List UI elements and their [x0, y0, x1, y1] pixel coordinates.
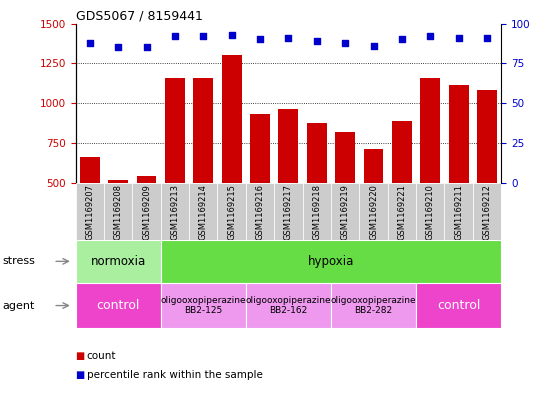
Text: oligooxopiperazine
BB2-162: oligooxopiperazine BB2-162	[246, 296, 331, 315]
Bar	[246, 283, 331, 328]
Bar	[363, 149, 384, 262]
Point	[284, 35, 293, 41]
Point	[114, 44, 123, 51]
Text: GSM1169208: GSM1169208	[114, 184, 123, 241]
Bar	[165, 78, 185, 262]
Bar	[331, 283, 416, 328]
Text: GSM1169213: GSM1169213	[170, 184, 179, 241]
Bar	[331, 183, 360, 240]
Point	[454, 35, 463, 41]
Text: GSM1169218: GSM1169218	[312, 184, 321, 241]
Text: GSM1169207: GSM1169207	[85, 184, 94, 241]
Point	[85, 40, 94, 46]
Bar	[473, 183, 501, 240]
Bar	[161, 283, 246, 328]
Bar	[449, 85, 469, 262]
Point	[170, 33, 179, 39]
Text: GSM1169215: GSM1169215	[227, 184, 236, 241]
Bar	[80, 157, 100, 262]
Point	[398, 37, 407, 43]
Bar	[392, 121, 412, 262]
Bar	[76, 283, 161, 328]
Text: count: count	[87, 351, 116, 361]
Text: control: control	[96, 299, 140, 312]
Text: GSM1169211: GSM1169211	[454, 184, 463, 241]
Bar	[388, 183, 416, 240]
Bar	[421, 78, 440, 262]
Text: GSM1169212: GSM1169212	[483, 184, 492, 241]
Point	[227, 31, 236, 38]
Bar	[445, 183, 473, 240]
Bar	[250, 114, 270, 262]
Bar	[307, 123, 326, 262]
Text: hypoxia: hypoxia	[308, 255, 354, 268]
Point	[369, 43, 378, 49]
Bar	[132, 183, 161, 240]
Bar	[76, 240, 161, 283]
Text: GSM1169221: GSM1169221	[398, 184, 407, 241]
Point	[199, 33, 208, 39]
Bar	[274, 183, 302, 240]
Text: oligooxopiperazine
BB2-125: oligooxopiperazine BB2-125	[161, 296, 246, 315]
Text: GSM1169216: GSM1169216	[255, 184, 264, 241]
Text: percentile rank within the sample: percentile rank within the sample	[87, 370, 263, 380]
Bar	[416, 183, 445, 240]
Bar	[108, 180, 128, 262]
Bar	[360, 183, 388, 240]
Text: ■: ■	[76, 370, 85, 380]
Point	[312, 38, 321, 44]
Point	[426, 33, 435, 39]
Text: GSM1169210: GSM1169210	[426, 184, 435, 241]
Bar	[246, 183, 274, 240]
Bar	[222, 55, 241, 262]
Bar	[193, 79, 213, 262]
Bar	[335, 132, 355, 262]
Text: ■: ■	[76, 351, 85, 361]
Bar	[189, 183, 217, 240]
Bar	[217, 183, 246, 240]
Text: GSM1169217: GSM1169217	[284, 184, 293, 241]
Point	[142, 44, 151, 51]
Text: GSM1169214: GSM1169214	[199, 184, 208, 241]
Text: normoxia: normoxia	[91, 255, 146, 268]
Point	[255, 37, 264, 43]
Text: stress: stress	[3, 256, 36, 266]
Text: GSM1169220: GSM1169220	[369, 184, 378, 241]
Text: control: control	[437, 299, 480, 312]
Bar	[161, 183, 189, 240]
Bar	[278, 109, 298, 262]
Bar	[416, 283, 501, 328]
Bar	[104, 183, 132, 240]
Text: GSM1169219: GSM1169219	[340, 184, 349, 241]
Bar	[477, 90, 497, 262]
Bar	[137, 176, 156, 262]
Bar	[76, 183, 104, 240]
Text: GSM1169209: GSM1169209	[142, 184, 151, 241]
Point	[340, 40, 349, 46]
Text: agent: agent	[3, 301, 35, 310]
Point	[483, 35, 492, 41]
Bar	[302, 183, 331, 240]
Text: GDS5067 / 8159441: GDS5067 / 8159441	[76, 9, 203, 22]
Bar	[161, 240, 501, 283]
Text: oligooxopiperazine
BB2-282: oligooxopiperazine BB2-282	[331, 296, 416, 315]
